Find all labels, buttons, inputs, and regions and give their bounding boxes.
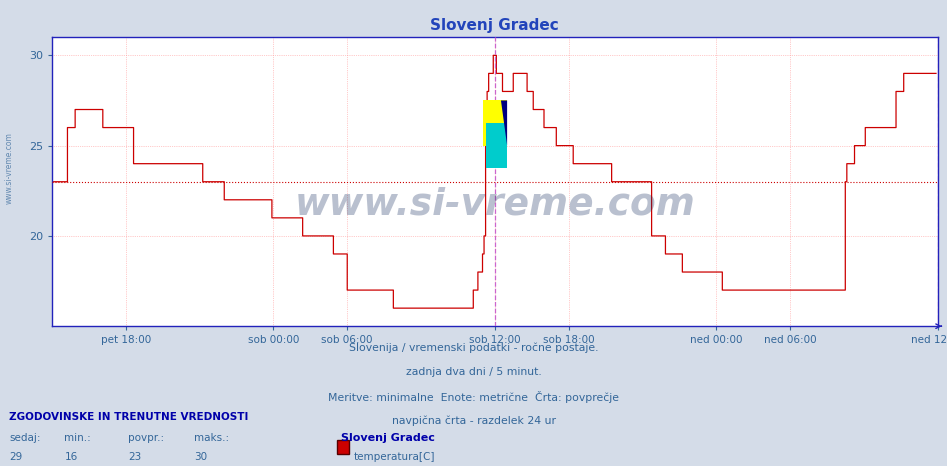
Text: 23: 23	[128, 452, 141, 462]
Text: 30: 30	[194, 452, 207, 462]
Text: Slovenj Gradec: Slovenj Gradec	[341, 433, 435, 443]
Title: Slovenj Gradec: Slovenj Gradec	[431, 18, 559, 34]
Text: zadnja dva dni / 5 minut.: zadnja dva dni / 5 minut.	[405, 367, 542, 377]
Text: sedaj:: sedaj:	[9, 433, 41, 443]
Text: povpr.:: povpr.:	[128, 433, 164, 443]
Text: Slovenija / vremenski podatki - ročne postaje.: Slovenija / vremenski podatki - ročne po…	[348, 343, 599, 353]
Text: www.si-vreme.com: www.si-vreme.com	[295, 187, 695, 223]
Text: 16: 16	[64, 452, 78, 462]
Polygon shape	[501, 101, 507, 145]
Text: maks.:: maks.:	[194, 433, 229, 443]
Text: navpična črta - razdelek 24 ur: navpična črta - razdelek 24 ur	[391, 415, 556, 426]
Text: Meritve: minimalne  Enote: metrične  Črta: povprečje: Meritve: minimalne Enote: metrične Črta:…	[328, 391, 619, 403]
Bar	[486, 123, 507, 168]
Text: min.:: min.:	[64, 433, 91, 443]
Text: 29: 29	[9, 452, 23, 462]
Text: ZGODOVINSKE IN TRENUTNE VREDNOSTI: ZGODOVINSKE IN TRENUTNE VREDNOSTI	[9, 412, 249, 422]
Text: www.si-vreme.com: www.si-vreme.com	[5, 132, 14, 204]
Text: temperatura[C]: temperatura[C]	[354, 452, 436, 462]
Bar	[483, 101, 507, 145]
